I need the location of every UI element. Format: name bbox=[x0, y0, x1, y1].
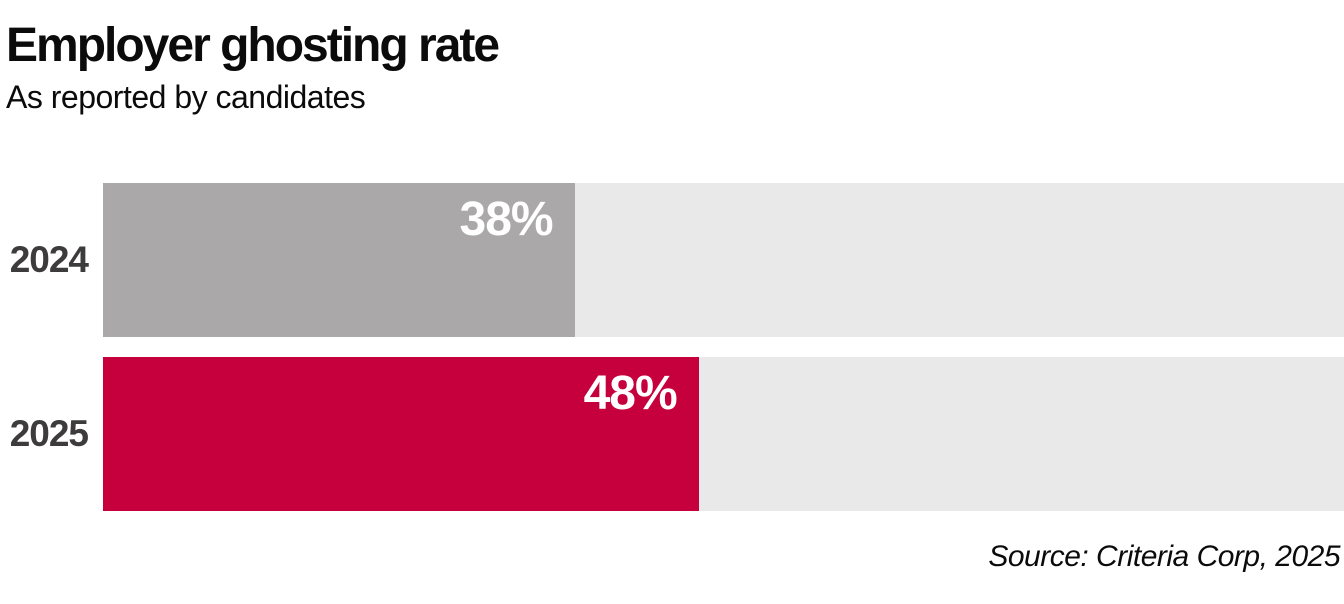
chart-title: Employer ghosting rate bbox=[6, 19, 500, 72]
chart-subtitle: As reported by candidates bbox=[6, 79, 366, 115]
bar-value-label-2024: 38% bbox=[459, 193, 554, 246]
chart-header: Employer ghosting rate As reported by ca… bbox=[6, 22, 1344, 116]
bar-row-2025: 2025 48% bbox=[0, 357, 1344, 511]
bar-track-2024: 38% bbox=[103, 183, 1344, 337]
bar-fill-2024: 38% bbox=[103, 183, 575, 337]
category-label-2024: 2024 bbox=[9, 239, 89, 280]
bar-fill-2025: 48% bbox=[103, 357, 699, 511]
bar-chart: 2024 38% 2025 48% bbox=[0, 183, 1344, 531]
category-label-2025: 2025 bbox=[9, 413, 89, 454]
source-attribution: Source: Criteria Corp, 2025 bbox=[988, 540, 1340, 573]
bar-row-2024: 2024 38% bbox=[0, 183, 1344, 337]
bar-track-2025: 48% bbox=[103, 357, 1344, 511]
bar-value-label-2025: 48% bbox=[583, 367, 678, 420]
